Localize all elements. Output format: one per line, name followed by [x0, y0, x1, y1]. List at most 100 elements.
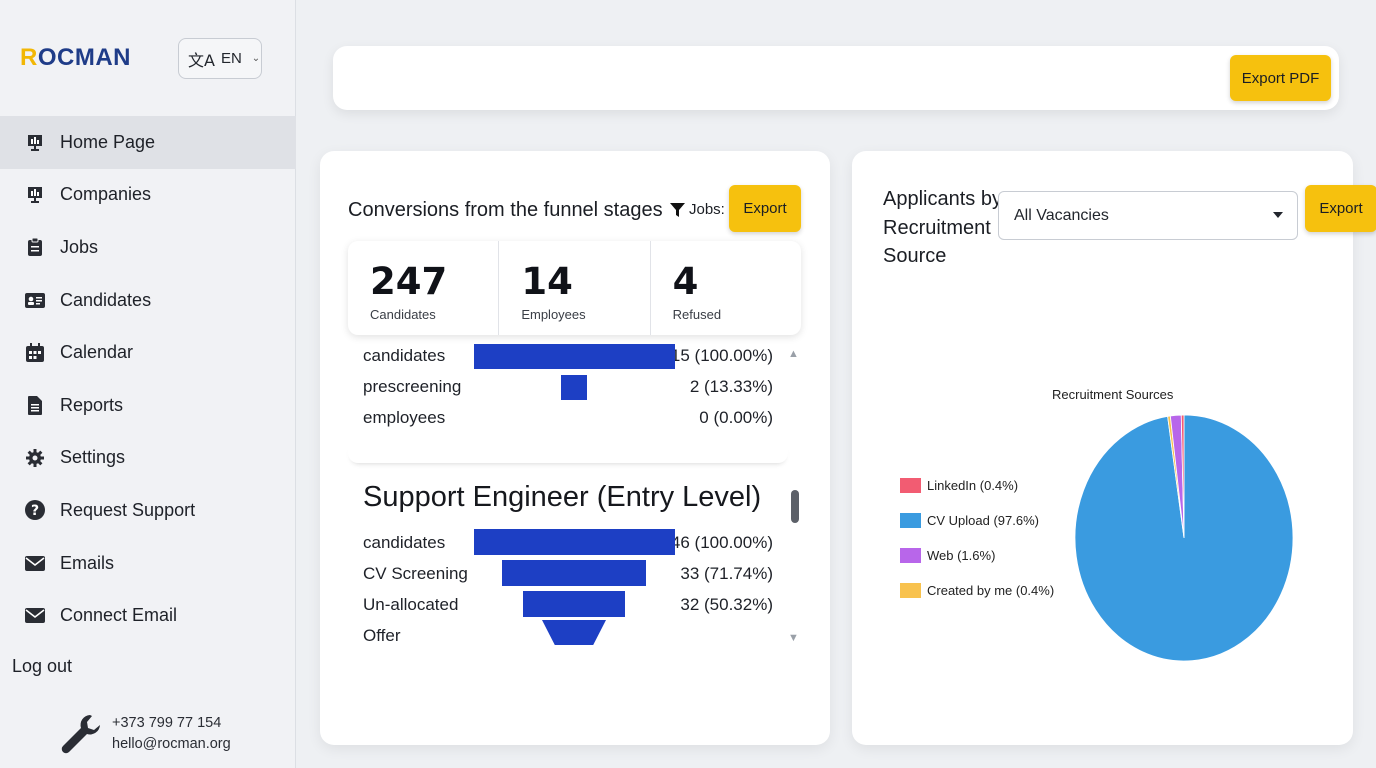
sidebar-item-companies[interactable]: Companies	[0, 169, 296, 222]
sources-export-button[interactable]: Export	[1305, 185, 1376, 232]
sidebar-item-label: Reports	[60, 394, 124, 415]
legend-label: CV Upload (97.6%)	[927, 513, 1039, 528]
funnel-stage-name: CV Screening	[363, 564, 468, 583]
export-pdf-button[interactable]: Export PDF	[1230, 55, 1331, 101]
companies-icon	[25, 185, 45, 205]
funnel-row: prescreening 2 (13.33%)	[363, 373, 788, 403]
funnel-row: Offer	[363, 622, 788, 652]
funnel-title: Conversions from the funnel stages	[348, 199, 663, 221]
sidebar-item-calendar[interactable]: Calendar	[0, 326, 296, 379]
job-funnel-title: Support Engineer (Entry Level)	[363, 481, 762, 513]
funnel-row: CV Screening 33 (71.74%)	[363, 560, 788, 590]
funnel-row: employees 0 (0.00%)	[363, 404, 788, 434]
top-bar: Export PDF	[333, 46, 1339, 110]
sidebar-item-label: Companies	[60, 184, 152, 205]
vacancy-select-value: All Vacancies	[1014, 206, 1109, 224]
vacancy-select[interactable]: All Vacancies	[998, 191, 1298, 240]
scroll-down-arrow[interactable]: ▼	[788, 632, 799, 644]
funnel-bar	[560, 375, 588, 400]
funnel-bar	[523, 591, 625, 617]
sidebar-item-reports[interactable]: Reports	[0, 379, 296, 432]
funnel-bar	[473, 344, 675, 369]
scroll-up-arrow[interactable]: ▲	[788, 348, 799, 360]
document-icon	[25, 395, 45, 415]
legend-label: Created by me (0.4%)	[927, 583, 1055, 598]
funnel-stage-value: 32 (50.32%)	[680, 595, 773, 614]
support-contact: +373 799 77 154 hello@rocman.org	[60, 712, 231, 756]
stat-employees: 14 Employees	[499, 241, 651, 335]
sidebar-item-label: Settings	[60, 447, 126, 468]
sidebar-item-candidates[interactable]: Candidates	[0, 274, 296, 327]
svg-text:?: ?	[31, 503, 39, 519]
pie-slice[interactable]	[1180, 414, 1185, 539]
recruitment-sources-pie	[1074, 414, 1294, 662]
chart-legend: LinkedIn (0.4%) CV Upload (97.6%) Web (1…	[900, 468, 1054, 608]
envelope-icon	[25, 606, 45, 626]
sources-title: Applicants by Recruitment Source	[883, 188, 1002, 267]
funnel-stage-name: Offer	[363, 626, 401, 645]
translate-icon: 文A	[188, 50, 215, 70]
sidebar-item-request-support[interactable]: ? Request Support	[0, 484, 296, 537]
sidebar-item-jobs[interactable]: Jobs	[0, 221, 296, 274]
stat-value: 14	[521, 260, 573, 303]
sidebar-item-label: Jobs	[60, 236, 99, 257]
id-card-icon	[25, 290, 45, 310]
stat-label: Refused	[672, 307, 722, 322]
chevron-down-icon: ⌄	[251, 53, 261, 64]
sidebar-item-label: Calendar	[60, 342, 134, 363]
stat-candidates: 247 Candidates	[348, 241, 500, 335]
sidebar-item-home-page[interactable]: Home Page	[0, 116, 296, 169]
wrench-icon	[61, 715, 100, 754]
sidebar-item-emails[interactable]: Emails	[0, 537, 296, 590]
funnel-row: candidates 46 (100.00%)	[363, 529, 788, 559]
sidebar: ROCMAN 文A EN ⌄ Home Page Companies Jobs …	[0, 0, 296, 768]
funnel-stats: 247 Candidates 14 Employees 4 Refused	[348, 241, 801, 335]
envelope-icon	[25, 553, 45, 573]
sidebar-item-label: Connect Email	[60, 605, 178, 626]
sidebar-item-settings[interactable]: Settings	[0, 432, 296, 485]
calendar-icon	[25, 343, 45, 363]
stat-refused: 4 Refused	[651, 241, 801, 335]
legend-swatch	[900, 478, 921, 493]
funnel-stage-name: candidates	[363, 533, 446, 552]
legend-item[interactable]: Web (1.6%)	[900, 538, 1054, 573]
support-email[interactable]: hello@rocman.org	[112, 736, 231, 752]
funnel-stage-name: candidates	[363, 346, 446, 365]
funnel-card: Conversions from the funnel stages Jobs:…	[320, 151, 830, 745]
legend-label: Web (1.6%)	[927, 548, 996, 563]
funnel-stage-value: 15 (100.00%)	[670, 346, 773, 365]
funnel-divider	[348, 443, 788, 463]
funnel-stage-name: prescreening	[363, 377, 462, 396]
app-logo[interactable]: ROCMAN	[20, 44, 131, 71]
funnel-stage-value: 0 (0.00%)	[699, 408, 773, 427]
filter-icon	[670, 202, 685, 217]
sidebar-item-label: Emails	[60, 552, 115, 573]
sidebar-item-label: Home Page	[60, 131, 156, 152]
funnel-stage-value: 33 (71.74%)	[680, 564, 773, 583]
caret-down-icon	[1273, 212, 1283, 218]
support-phone[interactable]: +373 799 77 154	[112, 715, 222, 731]
funnel-bar	[473, 529, 675, 555]
legend-item[interactable]: Created by me (0.4%)	[900, 573, 1054, 608]
legend-item[interactable]: LinkedIn (0.4%)	[900, 468, 1054, 503]
funnel-stage-name: Un-allocated	[363, 595, 459, 614]
funnel-row: Un-allocated 32 (50.32%)	[363, 591, 788, 621]
clipboard-icon	[25, 237, 45, 257]
funnel-stage-value: 2 (13.33%)	[689, 377, 773, 396]
question-icon: ?	[25, 500, 45, 521]
logout-link[interactable]: Log out	[12, 656, 73, 676]
scrollbar-thumb[interactable]	[791, 490, 799, 523]
jobs-filter-label: Jobs:	[689, 201, 725, 218]
legend-swatch	[900, 583, 921, 598]
language-selector[interactable]: 文A EN ⌄	[178, 38, 262, 79]
sources-card: Applicants by Recruitment Source All Vac…	[852, 151, 1376, 745]
jobs-filter[interactable]: Jobs:	[670, 201, 725, 218]
gear-icon	[25, 448, 45, 468]
funnel-stage-value: 46 (100.00%)	[670, 533, 773, 552]
sidebar-nav: Home Page Companies Jobs Candidates Cale…	[0, 116, 296, 642]
legend-item[interactable]: CV Upload (97.6%)	[900, 503, 1054, 538]
legend-label: LinkedIn (0.4%)	[927, 478, 1019, 493]
sidebar-item-connect-email[interactable]: Connect Email	[0, 589, 296, 642]
funnel-export-button[interactable]: Export	[729, 185, 801, 232]
funnel-bar	[542, 620, 606, 645]
